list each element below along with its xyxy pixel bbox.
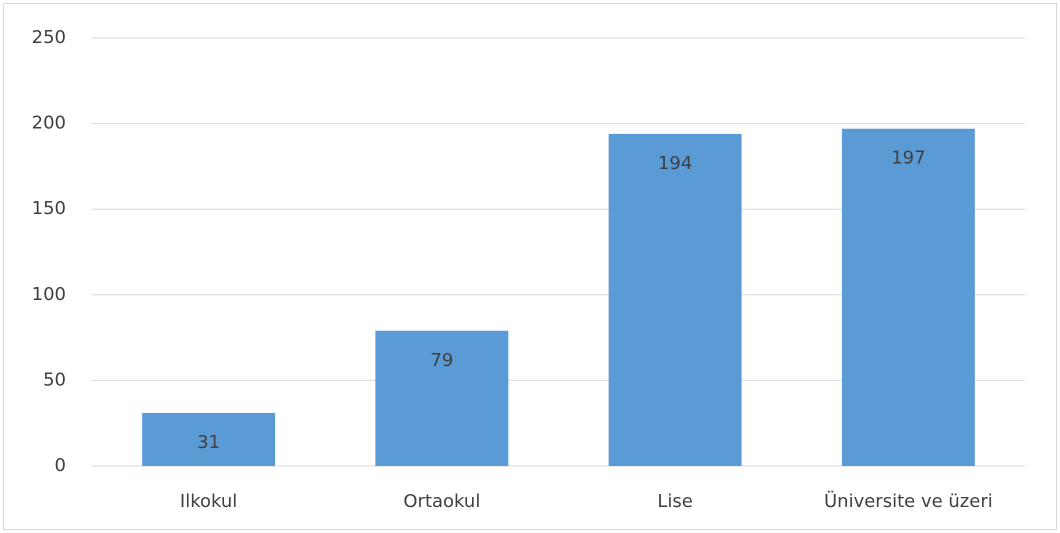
x-tick-label: Üniversite ve üzeri <box>824 490 993 512</box>
x-tick-label: Ilkokul <box>180 491 237 512</box>
bar <box>608 133 742 466</box>
y-tick-label: 0 <box>55 455 66 476</box>
x-tick-label: Lise <box>657 491 692 512</box>
y-tick-label: 100 <box>32 284 66 305</box>
y-tick-label: 200 <box>32 113 66 134</box>
bar <box>841 128 975 466</box>
y-tick-label: 250 <box>32 27 66 48</box>
x-tick-label: Ortaokul <box>403 491 480 512</box>
y-tick-label: 150 <box>32 198 66 219</box>
data-label: 194 <box>658 153 692 174</box>
data-label: 31 <box>197 432 220 453</box>
data-label: 79 <box>430 350 453 371</box>
data-label: 197 <box>891 148 925 169</box>
bar <box>142 412 276 466</box>
bar <box>375 330 509 466</box>
y-tick-label: 50 <box>43 369 66 390</box>
